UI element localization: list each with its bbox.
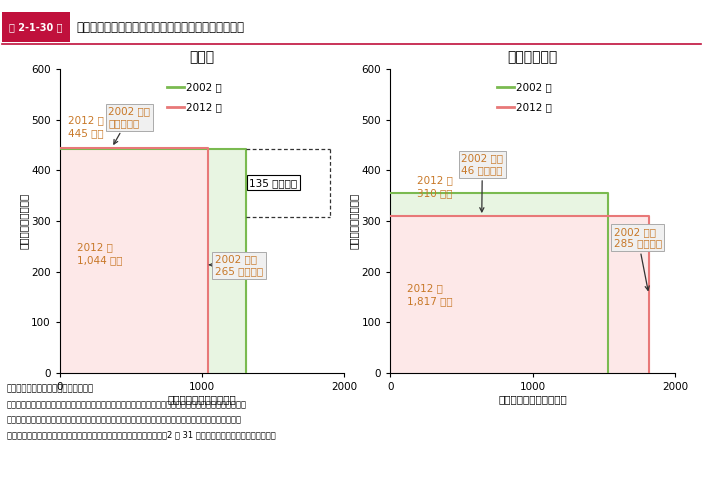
Text: 第 2-1-30 図: 第 2-1-30 図 [9,22,63,32]
Text: ２．「給与支給総額」とは、給料・手当及び賞与の合計額（給与所得控除前の収入金額）をいう。: ２．「給与支給総額」とは、給料・手当及び賞与の合計額（給与所得控除前の収入金額）… [7,415,242,424]
Text: ３．「１年未満の勤続者」とは、年の途中に就職したもののうち2 月 31 日時点で就業しているものをいう。: ３．「１年未満の勤続者」とは、年の途中に就職したもののうち2 月 31 日時点で… [7,431,276,440]
Title: サービス機業: サービス機業 [508,50,557,64]
Text: 135 万円の差: 135 万円の差 [250,178,297,188]
X-axis label: （給与所得者数、万人）: （給与所得者数、万人） [498,395,567,405]
Text: 2012 年: 2012 年 [516,102,552,112]
Text: 2012 年
1,817 万人: 2012 年 1,817 万人 [407,283,453,306]
Text: （注）１．「給与所得者」とは、役員、正規職員、非正規職員の合計をいい、１年未満の勤続者数も含む。: （注）１．「給与所得者」とは、役員、正規職員、非正規職員の合計をいい、１年未満の… [7,400,247,409]
FancyBboxPatch shape [2,12,70,42]
Text: 2002 年比
46 万円減少: 2002 年比 46 万円減少 [461,153,503,212]
Text: 2012 年
445 万円: 2012 年 445 万円 [68,115,104,138]
Text: 資料：国税庁「民間給与等実態調査」: 資料：国税庁「民間給与等実態調査」 [7,385,94,394]
Text: 2002 年比
２万円増加: 2002 年比 ２万円増加 [108,107,150,144]
Text: 2012 年
1,044 万人: 2012 年 1,044 万人 [77,242,122,266]
Text: 2012 年
310 万円: 2012 年 310 万円 [417,175,453,198]
Y-axis label: （平均給与、万円）: （平均給与、万円） [349,193,359,249]
Text: 2012 年: 2012 年 [186,102,221,112]
Text: 2002 年: 2002 年 [516,82,552,92]
Text: 2002 年比
265 万人減少: 2002 年比 265 万人減少 [209,255,263,276]
Text: 2002 年比
285 万人増加: 2002 年比 285 万人増加 [614,227,662,290]
Text: 2002 年: 2002 年 [186,82,221,92]
X-axis label: （給与所得者数、万人）: （給与所得者数、万人） [168,395,236,405]
Title: 製造業: 製造業 [190,50,214,64]
Text: 製造業とサービス業の平均給与と給与所得者数の推移: 製造業とサービス業の平均給与と給与所得者数の推移 [76,21,244,33]
Y-axis label: （平均給与、万円）: （平均給与、万円） [18,193,28,249]
